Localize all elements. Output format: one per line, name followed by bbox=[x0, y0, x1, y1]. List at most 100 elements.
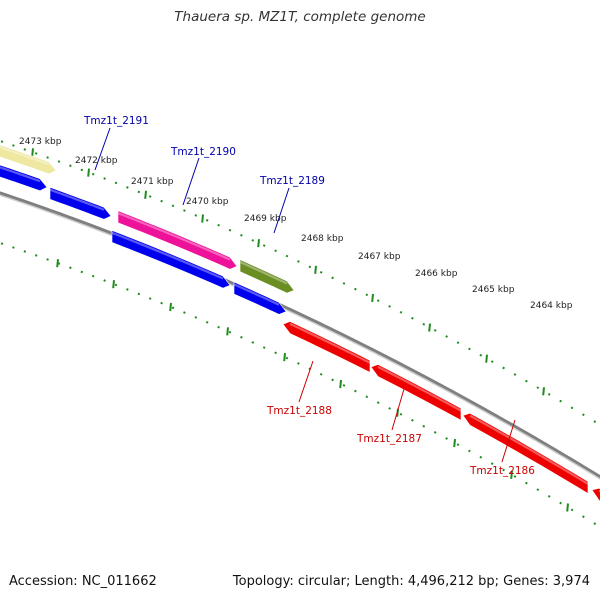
minor-tick bbox=[376, 299, 380, 302]
minor-tick bbox=[513, 475, 517, 478]
minor-tick bbox=[46, 156, 49, 159]
minor-tick bbox=[547, 392, 551, 396]
label-leader-line bbox=[391, 388, 405, 431]
gene-label-forward[interactable]: Tmz1t_2189 bbox=[259, 175, 325, 187]
inner-tick-ring bbox=[0, 242, 597, 526]
gene-label-reverse[interactable]: Tmz1t_2187 bbox=[356, 433, 422, 445]
minor-tick bbox=[399, 412, 403, 416]
kbp-label: 2465 kbp bbox=[472, 285, 515, 295]
gene-arrow-tmz1t_2190[interactable] bbox=[117, 210, 238, 270]
minor-tick bbox=[411, 418, 414, 422]
minor-tick bbox=[445, 335, 448, 338]
gene-label-reverse[interactable]: Tmz1t_2186 bbox=[469, 465, 535, 477]
gene-arrow-highlight bbox=[49, 188, 105, 211]
major-tick bbox=[31, 148, 34, 157]
minor-tick bbox=[342, 282, 346, 285]
gene-arrow-tmz1t_2187[interactable] bbox=[370, 364, 462, 421]
minor-tick bbox=[171, 204, 175, 208]
minor-tick bbox=[456, 443, 460, 447]
map-title: Thauera sp. MZ1T, complete genome bbox=[174, 9, 426, 25]
outer-tick-ring bbox=[0, 140, 597, 424]
minor-tick bbox=[331, 378, 334, 382]
label-leader-line bbox=[94, 127, 111, 171]
kbp-label: 2464 kbp bbox=[530, 301, 573, 311]
minor-tick bbox=[34, 152, 38, 155]
minor-tick bbox=[376, 401, 380, 404]
gene-arrow[interactable] bbox=[0, 142, 57, 175]
genome-backbone-shadow bbox=[0, 194, 600, 480]
gene-arrow-highlight bbox=[111, 231, 224, 280]
minor-tick bbox=[251, 341, 255, 344]
gene-label-forward[interactable]: Tmz1t_2190 bbox=[170, 146, 236, 158]
minor-tick bbox=[411, 316, 414, 320]
minor-tick bbox=[262, 346, 266, 349]
gene-arrow-tmz1t_2186[interactable] bbox=[462, 412, 589, 495]
major-tick bbox=[453, 438, 456, 448]
minor-tick bbox=[160, 199, 163, 203]
minor-tick bbox=[228, 330, 232, 334]
gene-arrow[interactable] bbox=[233, 281, 287, 315]
minor-tick bbox=[194, 316, 198, 319]
major-tick bbox=[226, 327, 229, 336]
gene-labels-layer: Tmz1t_2191 Tmz1t_2190 Tmz1t_2189 Tmz1t_2… bbox=[83, 115, 535, 477]
gene-label-forward[interactable]: Tmz1t_2191 bbox=[83, 115, 149, 127]
minor-tick bbox=[354, 287, 357, 291]
minor-tick bbox=[12, 144, 15, 147]
gene-arrow-highlight bbox=[469, 414, 589, 485]
minor-tick bbox=[137, 292, 141, 296]
minor-tick bbox=[251, 239, 255, 242]
major-tick bbox=[144, 190, 147, 199]
major-tick bbox=[112, 280, 115, 289]
gene-arrow[interactable] bbox=[591, 487, 600, 510]
gene-arrow-highlight bbox=[377, 365, 462, 412]
gene-arrow[interactable] bbox=[49, 186, 112, 220]
minor-tick bbox=[559, 501, 562, 505]
gene-arrow[interactable] bbox=[0, 162, 48, 192]
minor-tick bbox=[365, 395, 369, 399]
minor-tick bbox=[502, 366, 505, 370]
minor-tick bbox=[570, 406, 574, 410]
minor-tick bbox=[422, 424, 426, 428]
minor-tick bbox=[148, 297, 152, 300]
minor-tick bbox=[0, 242, 4, 245]
minor-tick bbox=[468, 449, 471, 453]
kbp-label: 2467 kbp bbox=[358, 252, 401, 262]
minor-tick bbox=[69, 164, 72, 168]
minor-tick bbox=[490, 462, 494, 465]
minor-tick bbox=[513, 373, 517, 376]
label-leader-line bbox=[298, 360, 314, 403]
minor-tick bbox=[285, 254, 289, 258]
minor-tick bbox=[262, 244, 266, 247]
minor-tick bbox=[422, 322, 426, 326]
minor-tick bbox=[274, 351, 277, 355]
major-tick bbox=[56, 259, 59, 268]
minor-tick bbox=[388, 305, 391, 308]
minor-tick bbox=[205, 218, 209, 222]
minor-tick bbox=[34, 254, 38, 257]
major-tick bbox=[428, 323, 431, 332]
major-tick bbox=[485, 354, 488, 363]
gene-arrow[interactable] bbox=[111, 229, 231, 289]
minor-tick bbox=[12, 246, 15, 249]
minor-tick bbox=[0, 140, 4, 143]
minor-tick bbox=[205, 320, 209, 324]
minor-tick bbox=[114, 283, 118, 287]
minor-tick bbox=[593, 522, 597, 526]
major-tick bbox=[257, 239, 260, 248]
minor-tick bbox=[479, 353, 483, 357]
kbp-label: 2466 kbp bbox=[415, 269, 458, 279]
gene-arrow-tmz1t_2188[interactable] bbox=[282, 321, 371, 373]
major-tick bbox=[371, 293, 374, 303]
minor-tick bbox=[240, 233, 243, 237]
minor-tick bbox=[536, 386, 540, 390]
minor-tick bbox=[91, 172, 95, 176]
gene-arrow-tmz1t_2189[interactable] bbox=[239, 259, 295, 294]
gene-label-reverse[interactable]: Tmz1t_2188 bbox=[266, 405, 332, 417]
minor-tick bbox=[582, 515, 585, 519]
kbp-label: 2469 kbp bbox=[244, 214, 287, 224]
minor-tick bbox=[103, 279, 106, 282]
minor-tick bbox=[194, 214, 198, 217]
minor-tick bbox=[433, 328, 437, 332]
minor-tick bbox=[536, 488, 540, 492]
minor-tick bbox=[46, 258, 49, 261]
